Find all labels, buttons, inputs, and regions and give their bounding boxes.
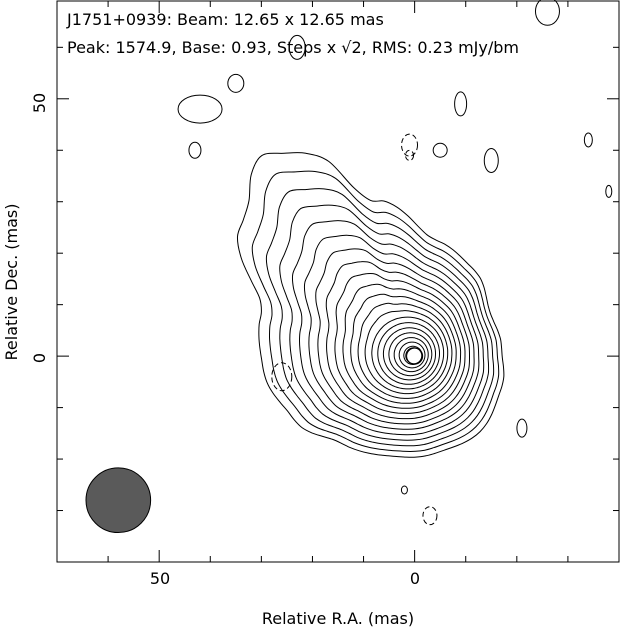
negative-contour-lines xyxy=(271,133,438,526)
contour-line xyxy=(334,272,466,414)
header-line-2-suffix: , RMS: 0.23 mJy/bm xyxy=(362,38,519,57)
contour-line xyxy=(382,327,436,381)
contour-island xyxy=(534,0,560,26)
contour-island xyxy=(432,142,448,158)
x-tick-label-50: 50 xyxy=(150,569,170,588)
x-axis-label: Relative R.A. (mas) xyxy=(262,609,414,628)
contour-line xyxy=(388,332,433,377)
header-line-2-prefix: Peak: 1574.9, Base: 0.93, Steps x xyxy=(67,38,341,57)
contour-island xyxy=(605,184,613,198)
beam-ellipse xyxy=(85,467,152,534)
contour-line xyxy=(342,283,462,409)
header-sqrt-symbol: √2 xyxy=(341,38,361,57)
contour-island xyxy=(188,141,202,159)
header-line-1: J1751+0939: Beam: 12.65 x 12.65 mas xyxy=(66,10,384,29)
contour-line xyxy=(377,322,440,385)
contour-line xyxy=(291,220,485,436)
contour-line xyxy=(357,302,453,399)
contour-line xyxy=(303,234,480,430)
contour-island xyxy=(483,148,499,174)
contour-line xyxy=(279,204,490,441)
x-tick-label-0: 0 xyxy=(410,569,420,588)
y-tick-label-0: 0 xyxy=(30,353,49,363)
negative-contour xyxy=(271,362,293,392)
contour-line xyxy=(393,337,429,373)
contour-line xyxy=(325,261,470,420)
header-line-2: Peak: 1574.9, Base: 0.93, Steps x √2, RM… xyxy=(67,38,519,57)
contour-line xyxy=(371,316,445,390)
contour-line xyxy=(315,248,475,425)
contour-line xyxy=(364,310,449,395)
contour-island xyxy=(400,485,408,495)
contour-island xyxy=(177,94,223,124)
contour-island xyxy=(288,34,306,60)
contour-island xyxy=(583,132,593,148)
contour-line xyxy=(265,188,495,447)
contour-island xyxy=(516,418,528,438)
negative-contour xyxy=(401,133,419,157)
contour-line xyxy=(398,341,426,369)
y-tick-label-50: 50 xyxy=(30,93,49,113)
plot-frame xyxy=(56,0,620,563)
contour-line xyxy=(251,170,500,452)
contour-island xyxy=(454,91,468,117)
axis-ticks xyxy=(56,1,620,563)
contour-line xyxy=(350,293,457,404)
contour-island xyxy=(227,73,245,93)
negative-contour xyxy=(405,149,415,161)
contour-lines xyxy=(177,0,613,495)
contour-line xyxy=(236,152,505,458)
negative-contour xyxy=(422,506,438,526)
y-axis-label: Relative Dec. (mas) xyxy=(2,204,21,361)
contour-line xyxy=(406,347,424,365)
